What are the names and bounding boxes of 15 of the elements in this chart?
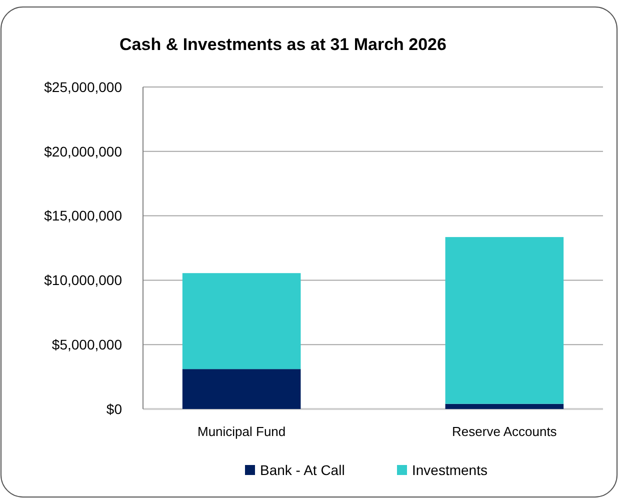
bar bbox=[182, 273, 301, 370]
bar bbox=[182, 369, 301, 409]
y-tick-label: $20,000,000 bbox=[44, 143, 122, 160]
x-tick-label: Reserve Accounts bbox=[452, 424, 558, 439]
x-tick-label: Municipal Fund bbox=[197, 424, 286, 439]
legend-label: Bank - At Call bbox=[260, 462, 345, 478]
y-tick-label: $15,000,000 bbox=[44, 208, 122, 224]
y-tick-label: $5,000,000 bbox=[52, 336, 122, 352]
y-tick-label: $10,000,000 bbox=[44, 272, 122, 288]
bar bbox=[445, 237, 564, 404]
y-tick-label: $0 bbox=[106, 400, 122, 417]
legend-label: Investments bbox=[412, 462, 488, 478]
bar bbox=[445, 404, 564, 409]
chart-title: Cash & Investments as at 31 March 2026 bbox=[120, 35, 446, 54]
y-tick-label: $25,000,000 bbox=[44, 78, 122, 95]
